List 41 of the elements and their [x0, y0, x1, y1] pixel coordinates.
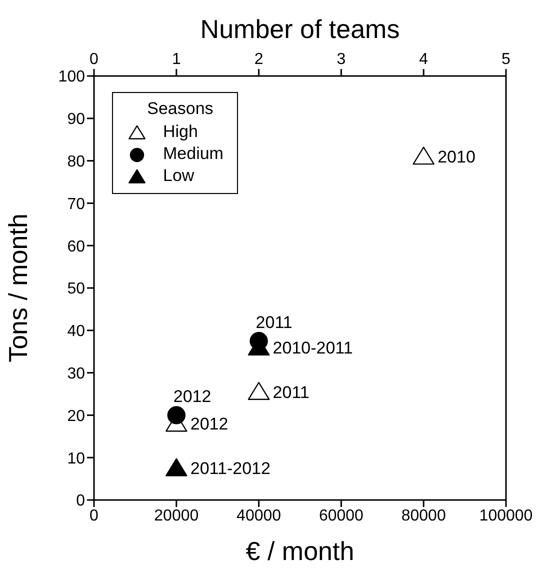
x-tick-label: 0 [90, 507, 99, 524]
x2-tick-label: 0 [90, 51, 99, 68]
x2-tick-label: 3 [336, 51, 346, 68]
y-tick-label: 10 [67, 450, 86, 468]
x2-tick-label: 2 [254, 51, 264, 68]
x-tick-label: 20000 [154, 507, 199, 524]
x-tick-label: 40000 [236, 507, 282, 524]
annotation: 2012 [173, 387, 212, 406]
point [167, 406, 186, 424]
x2-tick-label: 4 [419, 51, 428, 68]
y-tick-label: 70 [67, 196, 86, 213]
annotation: 2010-2011 [272, 338, 353, 358]
y-tick-label: 100 [58, 68, 86, 86]
x-tick-label: 100000 [479, 507, 533, 524]
x2-axis-title: Number of teams [200, 14, 400, 44]
x2-tick-label: 1 [172, 51, 181, 68]
legend-label: Low [163, 166, 194, 186]
annotation: 2010 [438, 148, 476, 167]
annotation: 2011 [256, 313, 292, 332]
y-tick-label: 30 [67, 365, 86, 382]
y-tick-label: 20 [67, 408, 86, 425]
y-tick-label: 0 [76, 492, 86, 510]
annotation: 2012 [190, 414, 228, 434]
y-axis-title: Tons / month [3, 214, 34, 362]
y-tick-label: 80 [67, 153, 86, 170]
annotation: 2011 [272, 382, 310, 402]
y-tick-label: 40 [67, 323, 86, 340]
point [166, 458, 188, 476]
x-axis-title: € / month [246, 536, 354, 566]
point [412, 146, 434, 165]
x2-tick-label: 5 [502, 51, 511, 68]
legend-title: Seasons [146, 99, 214, 119]
legend-label: High [163, 122, 198, 142]
annotation: 2011-2012 [190, 459, 270, 478]
y-tick-label: 60 [67, 238, 86, 256]
point [248, 382, 270, 400]
y-tick-label: 50 [67, 280, 86, 298]
y-tick-label: 90 [67, 111, 86, 128]
legend-label: Medium [163, 144, 224, 164]
x-tick-label: 80000 [401, 507, 446, 524]
x-tick-label: 60000 [318, 507, 364, 524]
